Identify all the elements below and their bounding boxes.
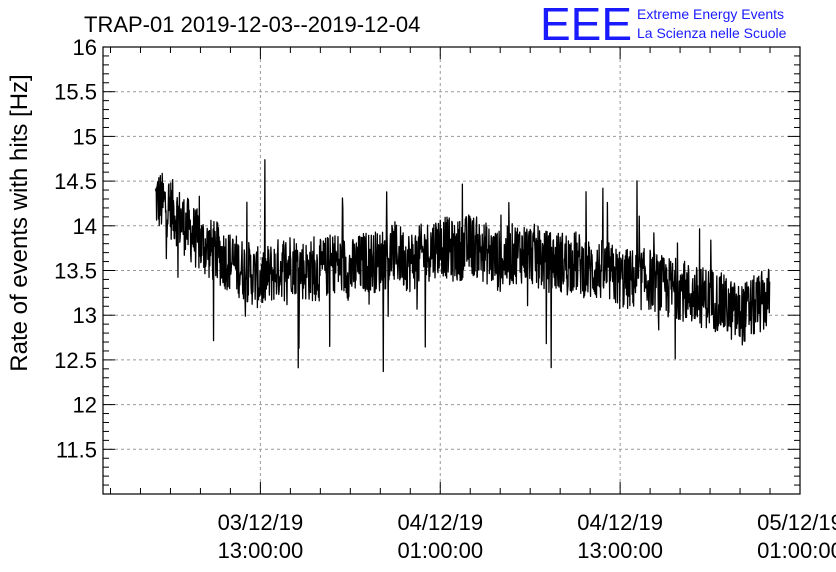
eee-logo: EEE Extreme Energy Events La Scienza nel… xyxy=(540,0,787,50)
y-axis-label: Rate of events with hits [Hz] xyxy=(6,74,33,371)
x-tick-date: 03/12/19 xyxy=(218,510,304,535)
x-tick-time: 01:00:00 xyxy=(757,538,836,563)
y-tick-label: 16 xyxy=(73,35,97,60)
y-tick-labels: 11.5 12 12.5 13 13.5 14 14.5 15 15.5 16 xyxy=(54,35,97,462)
y-tick-label: 11.5 xyxy=(56,437,97,462)
y-tick-label: 12.5 xyxy=(54,348,97,373)
y-tick-label: 14 xyxy=(73,214,97,239)
x-tick-time: 13:00:00 xyxy=(577,538,663,563)
x-tick-labels: 03/12/19 13:00:00 04/12/19 01:00:00 04/12/19… xyxy=(218,510,836,563)
y-tick-label: 13.5 xyxy=(54,259,97,284)
series-layer xyxy=(154,159,771,373)
plot-frame xyxy=(102,46,801,495)
y-tick-label: 13 xyxy=(73,303,97,328)
chart-title: TRAP-01 2019-12-03--2019-12-04 xyxy=(84,12,420,37)
logo-letters: EEE xyxy=(540,0,632,50)
y-tick-label: 12 xyxy=(73,393,97,418)
y-tick-label: 15 xyxy=(73,124,97,149)
x-tick-time: 01:00:00 xyxy=(397,538,483,563)
x-tick-date: 05/12/19 xyxy=(757,510,836,535)
y-tick-label: 15.5 xyxy=(54,80,97,105)
y-tick-label: 14.5 xyxy=(54,169,97,194)
axes xyxy=(102,46,801,495)
series-line xyxy=(154,159,771,373)
logo-line-1: Extreme Energy Events xyxy=(637,6,784,22)
x-tick-date: 04/12/19 xyxy=(397,510,483,535)
logo-line-2: La Scienza nelle Scuole xyxy=(637,25,787,41)
x-tick-date: 04/12/19 xyxy=(577,510,663,535)
x-tick-time: 13:00:00 xyxy=(218,538,304,563)
